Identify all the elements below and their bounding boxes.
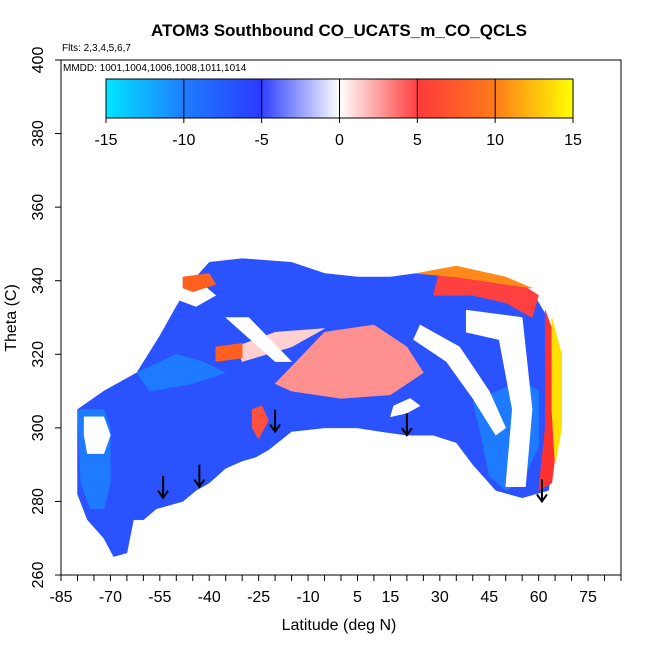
heatmap-region-3 [136,354,227,392]
heatmap-region-0 [77,258,559,557]
heatmap-layer [77,258,562,557]
y-axis: 260 280 300 320 340 360 380 400 [30,47,61,589]
y-tick-label: 300 [30,414,47,441]
x-tick-label: -10 [296,589,319,606]
x-tick-label: 45 [480,589,498,606]
colorbar-tick-label: 15 [564,132,582,149]
heatmap-region-11 [413,324,507,436]
x-tick-label: 75 [579,589,597,606]
y-tick-label: 360 [30,194,47,221]
x-tick-label: 15 [382,589,400,606]
arrow-marker-0 [157,475,169,500]
x-tick-label: 60 [530,589,548,606]
colorbar-tick-label: -5 [255,132,269,149]
y-tick-label: 340 [30,267,47,294]
arrow-marker-2 [269,409,281,434]
dates-note: MMDD: 1001,1004,1006,1008,1011,1014 [63,63,247,74]
arrow-marker-3 [401,413,413,437]
heatmap-region-13 [182,273,217,293]
colorbar-tick-label: -10 [172,132,195,149]
y-axis-label: Theta (C) [3,284,20,352]
y-tick-label: 320 [30,341,47,368]
colorbar-tick-label: -15 [94,132,117,149]
heatmap-region-6 [83,416,111,454]
x-tick-label: 30 [431,589,449,606]
x-tick-label: -55 [148,589,171,606]
y-tick-label: 260 [30,562,47,589]
x-tick-label: -70 [99,589,122,606]
flights-note: Flts: 2,3,4,5,6,7 [62,43,131,54]
x-axis-label: Latitude (deg N) [282,617,397,634]
heatmap-region-14 [215,343,243,362]
chart-title: ATOM3 Southbound CO_UCATS_m_CO_QCLS [151,21,527,40]
y-tick-label: 280 [30,488,47,515]
heatmap-region-8 [225,317,293,362]
colorbar-tick-label: 5 [413,132,422,149]
heatmap-region-18 [251,405,269,440]
heatmap-region-9 [390,398,421,418]
colorbar-tick-label: 0 [335,132,344,149]
heatmap-region-4 [274,324,424,399]
heatmap-region-17 [416,265,533,289]
x-tick-label: 5 [353,589,362,606]
x-tick-label: -25 [247,589,270,606]
colorbar-tick-label: 10 [486,132,504,149]
arrow-marker-1 [193,464,206,489]
arrow-marker-4 [536,479,548,504]
y-tick-label: 400 [30,47,47,74]
y-tick-label: 380 [30,120,47,147]
x-tick-label: -40 [198,589,221,606]
heatmap-region-10 [465,309,533,487]
heatmap-region-16 [551,317,562,465]
x-axis: -85 -70 -55 -40 -25 -10 5 15 30 45 60 75 [49,575,622,606]
colorbar-ticks: -15 -10 -5 0 5 10 15 [94,79,582,149]
arrow-markers [157,409,548,504]
colorbar: -15 -10 -5 0 5 10 15 [94,78,582,149]
x-tick-label: -85 [49,589,72,606]
